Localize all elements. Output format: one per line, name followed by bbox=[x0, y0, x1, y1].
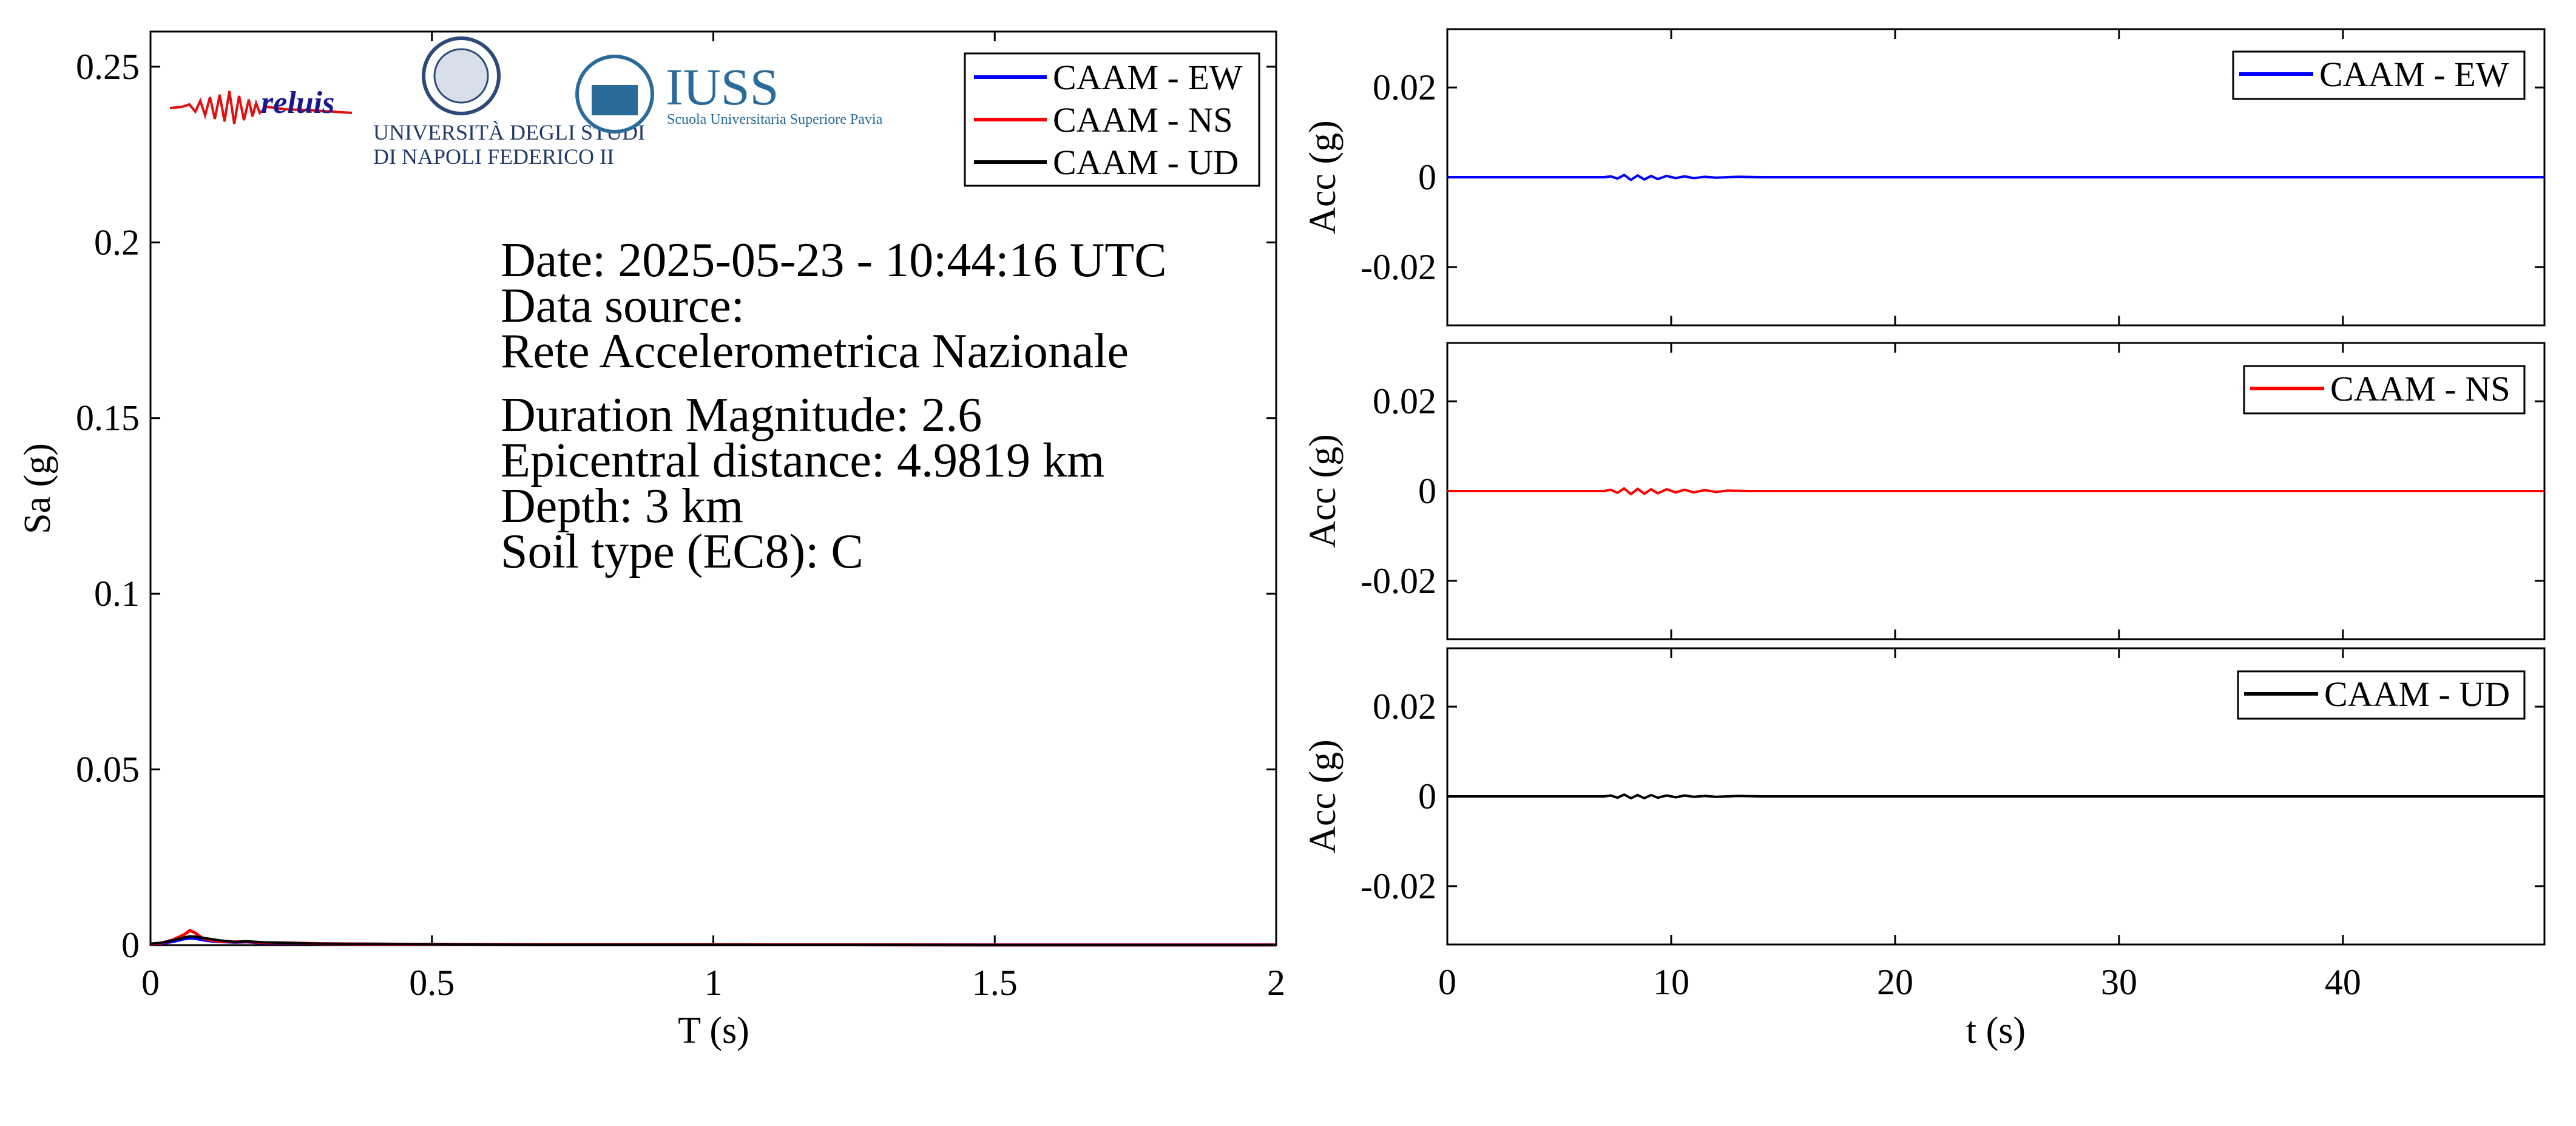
spectrum-ytick-label: 0.05 bbox=[76, 750, 140, 790]
event-source-network: Rete Accelerometrica Nazionale bbox=[501, 325, 1129, 378]
acc-ew-ytick-label: 0.02 bbox=[1373, 67, 1436, 107]
acc-ud-ytick-label: 0 bbox=[1418, 776, 1436, 816]
legend-label-ns: CAAM - NS bbox=[1053, 100, 1233, 140]
spectrum-series-line bbox=[150, 935, 1277, 946]
event-depth: Depth: 3 km bbox=[501, 480, 743, 533]
acc-ew-ytick-label: -0.02 bbox=[1361, 247, 1436, 287]
acc-ns-ytick-label: -0.02 bbox=[1361, 561, 1436, 601]
spectrum-legend: CAAM - EW CAAM - NS CAAM - UD bbox=[964, 52, 1260, 187]
acc-ud-ticks: -0.02 0 0.02 0 10 20 30 40 bbox=[1361, 648, 2544, 1002]
spectrum-xtick-label: 0 bbox=[141, 963, 160, 1003]
acc-ud-xtick-label: 30 bbox=[2101, 962, 2137, 1002]
event-soil-type: Soil type (EC8): C bbox=[501, 525, 864, 578]
spectrum-ytick-label: 0.25 bbox=[76, 47, 140, 87]
acc-ud-xtick-label: 20 bbox=[1877, 962, 1913, 1002]
event-info: Date: 2025-05-23 - 10:44:16 UTC Data sou… bbox=[501, 234, 1167, 578]
event-source-label: Data source: bbox=[501, 279, 745, 333]
iuss-emblem-building bbox=[592, 85, 638, 115]
reluis-logo: reluis bbox=[169, 86, 353, 124]
acc-ud-legend-label: CAAM - UD bbox=[2324, 674, 2510, 714]
spectrum-xtick-label: 1 bbox=[705, 963, 723, 1003]
acc-ns-series-line bbox=[1447, 487, 2544, 496]
acc-ew-ticks: -0.02 0 0.02 bbox=[1361, 29, 2544, 325]
spectrum-series-lines bbox=[150, 929, 1277, 947]
acc-ud-ytick-label: -0.02 bbox=[1361, 866, 1436, 906]
acc-ud-xtick-label: 10 bbox=[1653, 962, 1689, 1002]
acc-ud-series-line bbox=[1447, 793, 2544, 799]
acc-ud-ytick-label: 0.02 bbox=[1373, 687, 1436, 727]
reluis-waveform bbox=[169, 90, 353, 124]
acc-ns-ytick-label: 0 bbox=[1418, 471, 1436, 511]
unina-name-line2: DI NAPOLI FEDERICO II bbox=[373, 144, 614, 169]
spectrum-y-axis-label: Sa (g) bbox=[17, 443, 58, 534]
event-date: Date: 2025-05-23 - 10:44:16 UTC bbox=[501, 234, 1167, 287]
spectrum-ytick-label: 0.15 bbox=[76, 398, 140, 438]
acc-ew-y-axis-label: Acc (g) bbox=[1302, 120, 1344, 234]
event-epicentral-distance: Epicentral distance: 4.9819 km bbox=[501, 434, 1104, 487]
iuss-subtitle: Scuola Universitaria Superiore Pavia bbox=[667, 112, 883, 127]
acc-ud-legend: CAAM - UD bbox=[2237, 670, 2526, 720]
acc-ud-series-lines bbox=[1447, 793, 2544, 799]
reluis-logo-text: reluis bbox=[261, 86, 334, 120]
acc-ns-series-lines bbox=[1447, 487, 2544, 496]
spectrum-ytick-label: 0.2 bbox=[94, 222, 140, 262]
acc-ud-chart: -0.02 0 0.02 0 10 20 30 40 CAAM - UD Acc (g) t … bbox=[1302, 647, 2546, 1051]
spectrum-x-axis-label: T (s) bbox=[678, 1010, 749, 1051]
acc-ew-legend: CAAM - EW bbox=[2232, 50, 2526, 100]
spectrum-xtick-label: 0.5 bbox=[409, 963, 455, 1003]
acc-ns-ticks: -0.02 0 0.02 bbox=[1361, 343, 2544, 639]
acc-ew-series-lines bbox=[1447, 174, 2544, 181]
unina-seal-inner bbox=[433, 48, 489, 104]
acc-ns-legend: CAAM - NS bbox=[2243, 365, 2526, 415]
acc-ew-legend-label: CAAM - EW bbox=[2319, 55, 2509, 94]
acc-ns-legend-label: CAAM - NS bbox=[2330, 369, 2510, 409]
spectrum-ticks: 0 0.05 0.1 0.15 0.2 0.25 0 0.5 1 1.5 2 bbox=[76, 32, 1285, 1003]
acc-ns-ytick-label: 0.02 bbox=[1373, 381, 1436, 421]
acc-ew-chart: -0.02 0 0.02 CAAM - EW Acc (g) bbox=[1302, 28, 2546, 327]
iuss-name: IUSS bbox=[666, 58, 779, 116]
acc-ns-chart: -0.02 0 0.02 CAAM - NS Acc (g) bbox=[1302, 342, 2546, 640]
spectrum-ytick-label: 0.1 bbox=[94, 574, 140, 614]
acc-ud-x-axis-label: t (s) bbox=[1966, 1010, 2026, 1051]
acc-ew-series-line bbox=[1447, 174, 2544, 181]
acc-ud-xtick-label: 40 bbox=[2325, 962, 2361, 1002]
spectrum-xtick-label: 1.5 bbox=[972, 963, 1018, 1003]
legend-label-ud: CAAM - UD bbox=[1053, 143, 1239, 182]
spectrum-xtick-label: 2 bbox=[1267, 963, 1285, 1003]
iuss-logo: IUSS Scuola Universitaria Superiore Pavi… bbox=[575, 55, 883, 134]
acc-ud-xtick-label: 0 bbox=[1438, 962, 1456, 1002]
legend-label-ew: CAAM - EW bbox=[1053, 58, 1243, 97]
acc-ew-ytick-label: 0 bbox=[1418, 157, 1436, 197]
spectrum-chart: 00.050.10.150.20.250 0.5 1 1.5 2 reluis UNIV… bbox=[17, 30, 1285, 1051]
acc-ud-y-axis-label: Acc (g) bbox=[1302, 739, 1344, 853]
spectrum-ytick-label: 0 bbox=[121, 925, 140, 965]
acc-ns-y-axis-label: Acc (g) bbox=[1302, 434, 1344, 548]
event-magnitude: Duration Magnitude: 2.6 bbox=[501, 388, 982, 442]
